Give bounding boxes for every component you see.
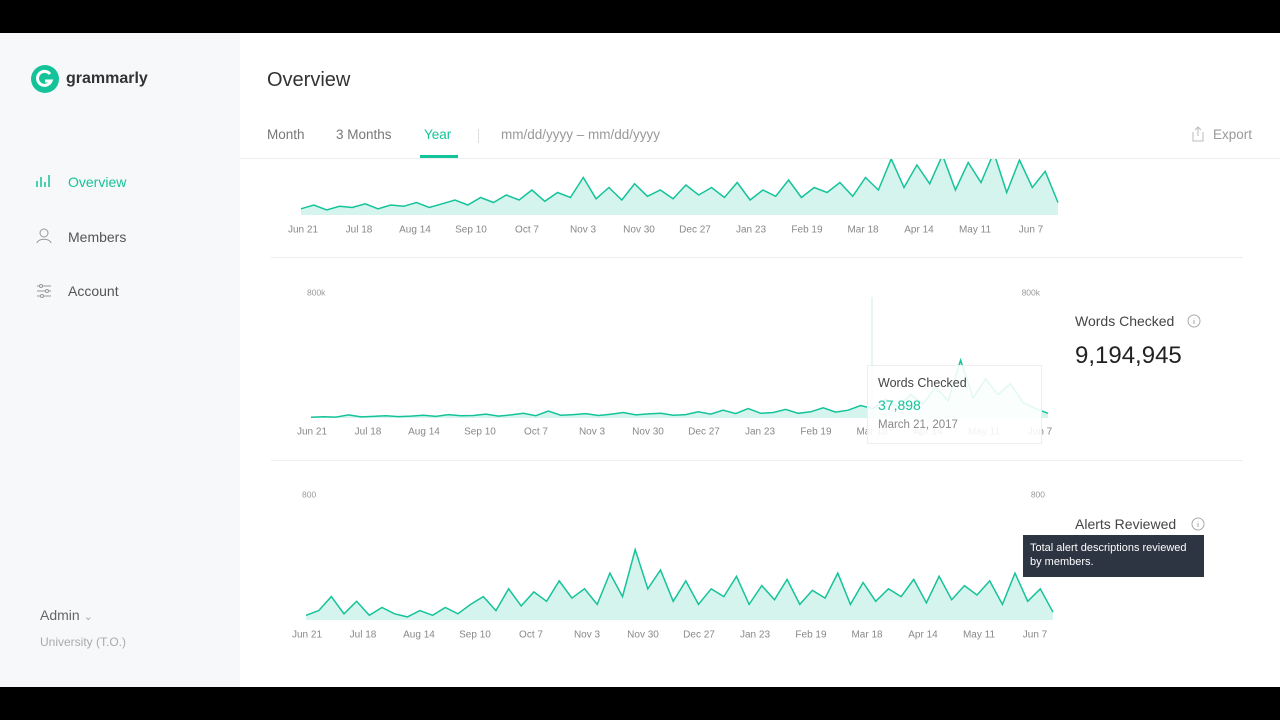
x-tick-label: Aug 14 [399,225,431,236]
tab[interactable]: 3 Months [336,127,392,142]
sidebar: grammarly Overview Members Account Admin… [0,33,241,687]
divider [271,460,1243,461]
x-tick-label: Mar 18 [847,225,879,236]
tab-underline [420,155,458,158]
info-tooltip: Total alert descriptions reviewed by mem… [1023,535,1204,577]
x-tick-label: Oct 7 [524,427,548,438]
x-tick-label: Aug 14 [408,427,440,438]
x-tick-label: Dec 27 [683,630,715,641]
x-tick-label: May 11 [963,630,995,641]
nav-icon [36,175,50,187]
user-name: Admin [40,607,80,623]
stat-value: 9,194,945 [1075,342,1182,369]
x-tick-label: Nov 30 [632,427,664,438]
header: Overview Month 3 Months Year mm/dd/yyyy … [240,33,1280,159]
x-tick-label: Oct 7 [519,630,543,641]
y-tick-label: 800k [307,287,326,297]
nav-icon [36,228,52,244]
area-fill [306,549,1053,620]
nav-item[interactable]: Members [68,229,127,245]
area-line [305,547,1054,618]
tab[interactable]: Month [267,127,305,142]
x-tick-label: Sep 10 [464,427,496,438]
x-tick-label: Jul 18 [346,225,373,236]
x-tick-label: Nov 30 [627,630,659,641]
x-tick-label: Jan 23 [740,630,770,641]
x-tick-label: Mar 18 [851,630,883,641]
x-tick-label: Oct 7 [515,225,539,236]
brand: grammarly [66,70,148,87]
page-title: Overview [267,69,351,91]
date-range[interactable]: mm/dd/yyyy – mm/dd/yyyy [501,127,661,142]
x-tick-label: Jun 21 [297,427,327,438]
x-tick-label: Jul 18 [350,630,377,641]
hover-tooltip: Words Checked 37,898 March 21, 2017 [867,365,1042,444]
tooltip-title: Words Checked [878,376,967,390]
nav-item[interactable]: Account [68,283,119,299]
stat-label: Words Checked [1075,313,1175,329]
x-tick-label: Jul 18 [355,427,382,438]
export-button[interactable]: Export [1213,127,1253,142]
x-tick-label: Dec 27 [688,427,720,438]
user-org: University (T.O.) [40,635,127,649]
stat-label: Alerts Reviewed [1075,516,1177,532]
area-fill [301,152,1058,215]
tab[interactable]: Year [424,127,452,142]
x-tick-label: Apr 14 [908,630,938,641]
user-menu[interactable]: Admin ⌄ [40,607,93,623]
x-tick-label: Jun 21 [292,630,322,641]
x-tick-label: Feb 19 [795,630,827,641]
x-tick-label: Sep 10 [455,225,487,236]
nav-item[interactable]: Overview [68,174,127,190]
divider [271,257,1243,258]
info-icon[interactable] [1191,517,1205,531]
logo-icon [31,65,59,93]
info-icon[interactable] [1187,314,1201,328]
export-icon [1192,126,1204,142]
x-tick-label: Sep 10 [459,630,491,641]
y-tick-label: 800 [1031,489,1045,499]
x-tick-label: Nov 3 [574,630,601,641]
x-tick-label: Aug 14 [403,630,435,641]
x-tick-label: Jun 21 [288,225,318,236]
separator [478,129,479,143]
x-tick-label: Dec 27 [679,225,711,236]
tooltip-value: 37,898 [878,397,921,413]
x-tick-label: Jun 7 [1019,225,1044,236]
area-line [300,150,1059,211]
nav-icon [37,284,51,298]
x-tick-label: Jun 7 [1023,630,1048,641]
x-tick-label: Jan 23 [745,427,775,438]
x-tick-label: May 11 [959,225,991,236]
x-tick-label: Nov 3 [579,427,606,438]
x-tick-label: Nov 30 [623,225,655,236]
y-tick-label: 800k [1022,287,1041,297]
x-tick-label: Jan 23 [736,225,766,236]
x-tick-label: Apr 14 [904,225,934,236]
y-tick-label: 800 [302,489,316,499]
tooltip-date: March 21, 2017 [878,419,958,431]
x-tick-label: Nov 3 [570,225,597,236]
x-tick-label: Feb 19 [791,225,823,236]
x-tick-label: Feb 19 [800,427,832,438]
